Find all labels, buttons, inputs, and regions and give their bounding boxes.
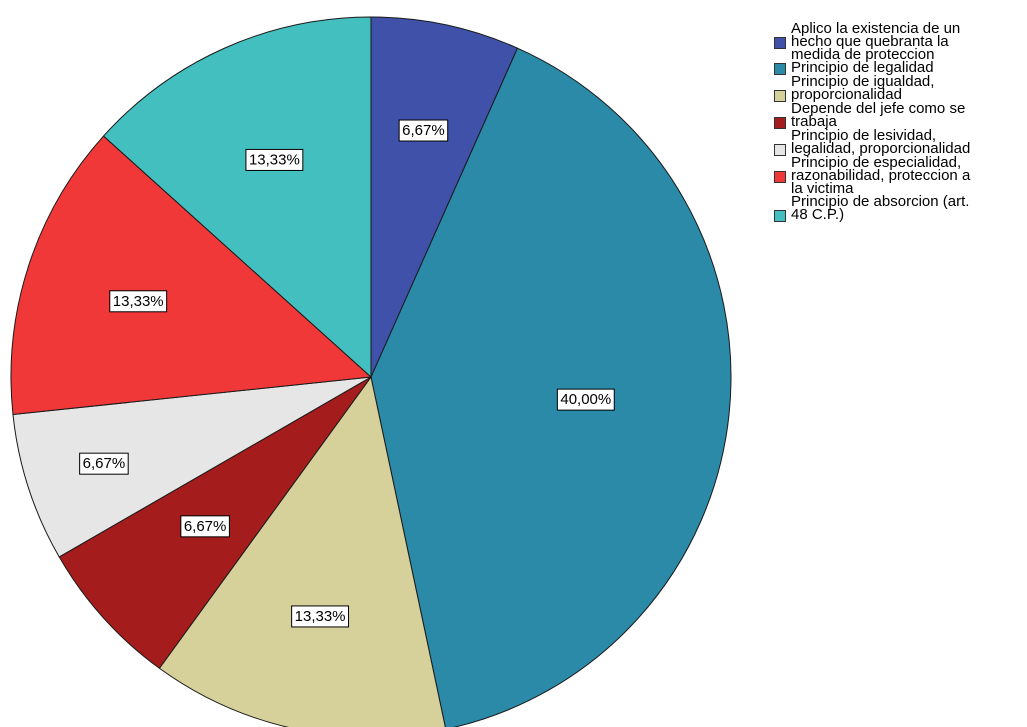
legend-swatch bbox=[774, 171, 786, 183]
legend-label: Principio de legalidad bbox=[791, 59, 934, 76]
data-label-box bbox=[180, 515, 230, 538]
data-label-box bbox=[79, 452, 129, 475]
pie-slice bbox=[102, 16, 372, 379]
legend: Aplico la existencia de un hecho que que… bbox=[774, 20, 1026, 223]
legend-swatch bbox=[774, 90, 786, 102]
data-label: 13,33% bbox=[291, 605, 350, 628]
pie-slice bbox=[12, 376, 372, 558]
legend-label: Principio de absorcion (art. 48 C.P.) bbox=[791, 193, 970, 223]
data-label-box bbox=[398, 119, 449, 142]
legend-swatch bbox=[774, 37, 786, 49]
legend-label: Aplico la existencia de un hecho que que… bbox=[791, 20, 961, 63]
data-label-text: 13,33% bbox=[113, 293, 164, 310]
data-label: 6,67% bbox=[180, 515, 230, 538]
data-label-text: 6,67% bbox=[402, 122, 445, 139]
data-label: 6,67% bbox=[79, 452, 129, 475]
pie-slice bbox=[370, 16, 519, 378]
data-label-box bbox=[291, 605, 350, 628]
data-label: 13,33% bbox=[109, 290, 168, 313]
legend-item: Principio de especialidad, razonabilidad… bbox=[774, 154, 1026, 197]
legend-swatch bbox=[774, 63, 786, 75]
data-label-text: 13,33% bbox=[249, 151, 300, 168]
data-label-box bbox=[109, 290, 168, 313]
pie-slice bbox=[158, 375, 446, 727]
legend-swatch bbox=[774, 210, 786, 222]
legend-item: Depende del jefe como se trabaja bbox=[774, 100, 1026, 130]
legend-label: Principio de igualdad, proporcionalidad bbox=[791, 73, 935, 103]
data-label-box bbox=[245, 148, 304, 171]
data-label-text: 40,00% bbox=[560, 391, 611, 408]
legend-swatch bbox=[774, 144, 786, 156]
legend-label: Principio de lesividad, legalidad, propo… bbox=[791, 127, 971, 157]
data-label-text: 6,67% bbox=[83, 455, 126, 472]
legend-swatch bbox=[774, 117, 786, 129]
data-label-box bbox=[556, 388, 615, 411]
pie-slice bbox=[370, 47, 732, 727]
legend-label: Depende del jefe como se trabaja bbox=[791, 100, 966, 130]
data-label: 13,33% bbox=[245, 148, 304, 171]
data-label: 40,00% bbox=[556, 388, 615, 411]
legend-item: Principio de legalidad bbox=[774, 59, 1026, 76]
pie-slice bbox=[10, 135, 373, 416]
data-label-text: 13,33% bbox=[295, 608, 346, 625]
legend-item: Principio de absorcion (art. 48 C.P.) bbox=[774, 193, 1026, 223]
data-label: 6,67% bbox=[398, 119, 449, 142]
legend-item: Principio de igualdad, proporcionalidad bbox=[774, 73, 1026, 103]
legend-label: Principio de especialidad, razonabilidad… bbox=[791, 154, 971, 197]
pie-chart: 6,67% 40,00% 13,33% 6,67% 6,67% 13,33% 13,33% bbox=[10, 16, 732, 727]
legend-item: Aplico la existencia de un hecho que que… bbox=[774, 20, 1026, 63]
legend-item: Principio de lesividad, legalidad, propo… bbox=[774, 127, 1026, 157]
data-label-text: 6,67% bbox=[184, 518, 227, 535]
